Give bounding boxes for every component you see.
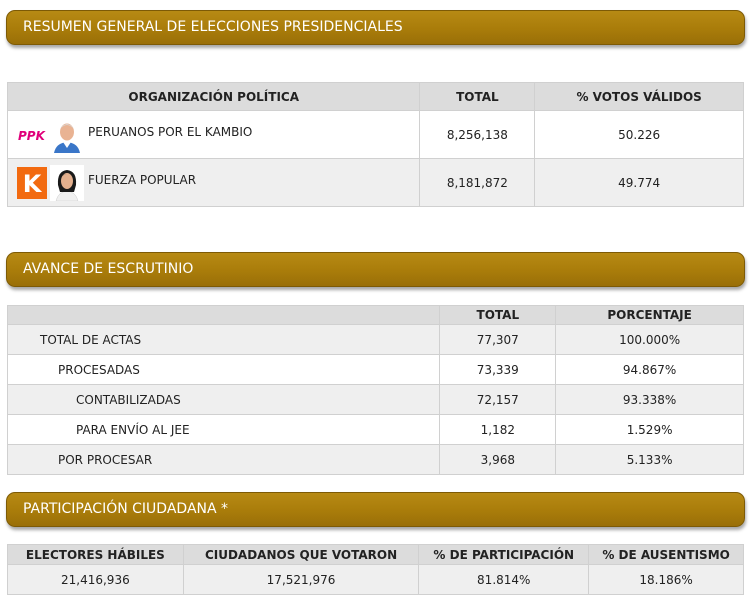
progress-label: PROCESADAS	[6, 354, 441, 385]
header-percentage: PORCENTAJE	[555, 305, 744, 325]
candidate-ppk-photo-icon	[50, 116, 84, 153]
progress-pct: 93.338%	[555, 384, 744, 415]
participation-header-row: ELECTORES HÁBILES CIUDADANOS QUE VOTARON…	[7, 544, 744, 565]
header-ausentismo: % DE AUSENTISMO	[588, 544, 744, 565]
progress-total: 77,307	[439, 324, 557, 355]
progress-label: PARA ENVÍO AL JEE	[6, 414, 441, 445]
fuerza-popular-logo-icon: K	[16, 165, 48, 201]
header-valid-votes-pct: % VOTOS VÁLIDOS	[534, 82, 744, 111]
progress-pct: 1.529%	[555, 414, 744, 445]
electores-value: 21,416,936	[7, 564, 184, 595]
participation-table: ELECTORES HÁBILES CIUDADANOS QUE VOTARON…	[7, 544, 744, 595]
header-votaron: CIUDADANOS QUE VOTARON	[182, 544, 420, 565]
progress-row: CONTABILIZADAS 72,157 93.338%	[6, 384, 744, 415]
progress-pct: 100.000%	[555, 324, 744, 355]
progress-table: TOTAL PORCENTAJE TOTAL DE ACTAS 77,307 1…	[6, 305, 744, 475]
header-organization: ORGANIZACIÓN POLÍTICA	[6, 82, 421, 111]
votaron-value: 17,521,976	[182, 564, 420, 595]
progress-header-row: TOTAL PORCENTAJE	[6, 305, 744, 325]
progress-row: PARA ENVÍO AL JEE 1,182 1.529%	[6, 414, 744, 445]
participation-banner: PARTICIPACIÓN CIUDADANA *	[6, 492, 745, 527]
progress-total: 72,157	[439, 384, 557, 415]
fp-logo-text: K	[23, 170, 43, 198]
header-total: TOTAL	[419, 82, 536, 111]
progress-banner: AVANCE DE ESCRUTINIO	[6, 252, 745, 287]
progress-row: PROCESADAS 73,339 94.867%	[6, 354, 744, 385]
party-cell: K FUERZA POPULAR	[6, 158, 421, 207]
result-row-fp: K FUERZA POPULAR 8,181,872 49.774	[6, 158, 744, 207]
progress-row: POR PROCESAR 3,968 5.133%	[6, 444, 744, 475]
ausentismo-value: 18.186%	[588, 564, 744, 595]
ppk-logo-icon: PPK	[16, 117, 48, 153]
results-table: ORGANIZACIÓN POLÍTICA TOTAL % VOTOS VÁLI…	[6, 82, 744, 207]
party-cell: PPK PERUANOS POR EL KAMBIO	[6, 110, 421, 159]
progress-pct: 94.867%	[555, 354, 744, 385]
party-pct: 50.226	[534, 110, 744, 159]
result-row-ppk: PPK PERUANOS POR EL KAMBIO 8,256,138 50.…	[6, 110, 744, 159]
progress-label: POR PROCESAR	[6, 444, 441, 475]
party-name: PERUANOS POR EL KAMBIO	[88, 124, 253, 139]
header-blank	[6, 305, 441, 325]
party-name: FUERZA POPULAR	[88, 172, 197, 187]
ppk-logo-text: PPK	[18, 129, 47, 143]
progress-label: CONTABILIZADAS	[6, 384, 441, 415]
progress-label: TOTAL DE ACTAS	[6, 324, 441, 355]
party-pct: 49.774	[534, 158, 744, 207]
progress-row: TOTAL DE ACTAS 77,307 100.000%	[6, 324, 744, 355]
party-total: 8,256,138	[419, 110, 536, 159]
progress-total: 1,182	[439, 414, 557, 445]
header-total: TOTAL	[439, 305, 557, 325]
progress-pct: 5.133%	[555, 444, 744, 475]
candidate-fp-photo-icon	[50, 164, 84, 201]
participation-row: 21,416,936 17,521,976 81.814% 18.186%	[7, 564, 744, 595]
progress-total: 73,339	[439, 354, 557, 385]
progress-total: 3,968	[439, 444, 557, 475]
header-participacion: % DE PARTICIPACIÓN	[418, 544, 590, 565]
participacion-value: 81.814%	[418, 564, 590, 595]
results-header-row: ORGANIZACIÓN POLÍTICA TOTAL % VOTOS VÁLI…	[6, 82, 744, 111]
party-total: 8,181,872	[419, 158, 536, 207]
header-electores: ELECTORES HÁBILES	[7, 544, 184, 565]
summary-banner: RESUMEN GENERAL DE ELECCIONES PRESIDENCI…	[6, 10, 745, 45]
